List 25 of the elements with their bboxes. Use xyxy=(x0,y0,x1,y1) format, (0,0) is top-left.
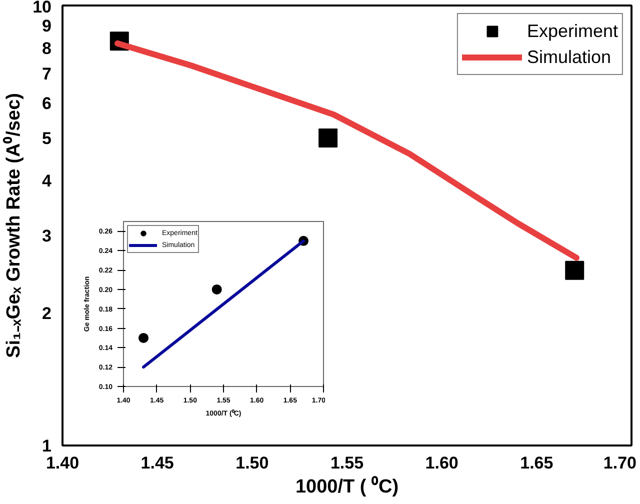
x-tick-label: 1.40 xyxy=(46,454,80,472)
y-tick-label: 7 xyxy=(42,64,52,84)
y-axis-title: Si₁₋ₓGeₓ Growth Rate (A⁰/sec) xyxy=(2,93,25,358)
y-tick-label: 3 xyxy=(42,226,52,246)
point xyxy=(138,332,148,343)
y-tick-label: 10 xyxy=(32,0,52,16)
y-tick-label: 1 xyxy=(42,436,52,456)
y-tick-label: 4 xyxy=(42,172,52,191)
x-tick-label: 1.65 xyxy=(520,454,554,472)
y-tick-label: 9 xyxy=(42,16,52,36)
x-tick-label: 1.45 xyxy=(140,454,174,472)
x-tick-label: 1.60 xyxy=(425,454,458,472)
x-axis-title: 1000/T ( ⁰C) xyxy=(295,476,399,498)
y-tick-label: 2 xyxy=(42,304,52,324)
x-tick-label: 1.70 xyxy=(603,454,637,472)
y-tick-label: 8 xyxy=(42,39,52,58)
point xyxy=(565,260,584,280)
x-tick-label: 1.50 xyxy=(236,454,269,472)
legend-label: Experiment xyxy=(526,20,618,43)
y-tick-label: 6 xyxy=(42,94,52,114)
y-tick-label: 5 xyxy=(42,128,52,148)
point xyxy=(212,284,222,294)
point xyxy=(318,128,338,148)
x-tick-label: 1.55 xyxy=(330,454,364,472)
legend-label: Simulation xyxy=(526,46,611,68)
